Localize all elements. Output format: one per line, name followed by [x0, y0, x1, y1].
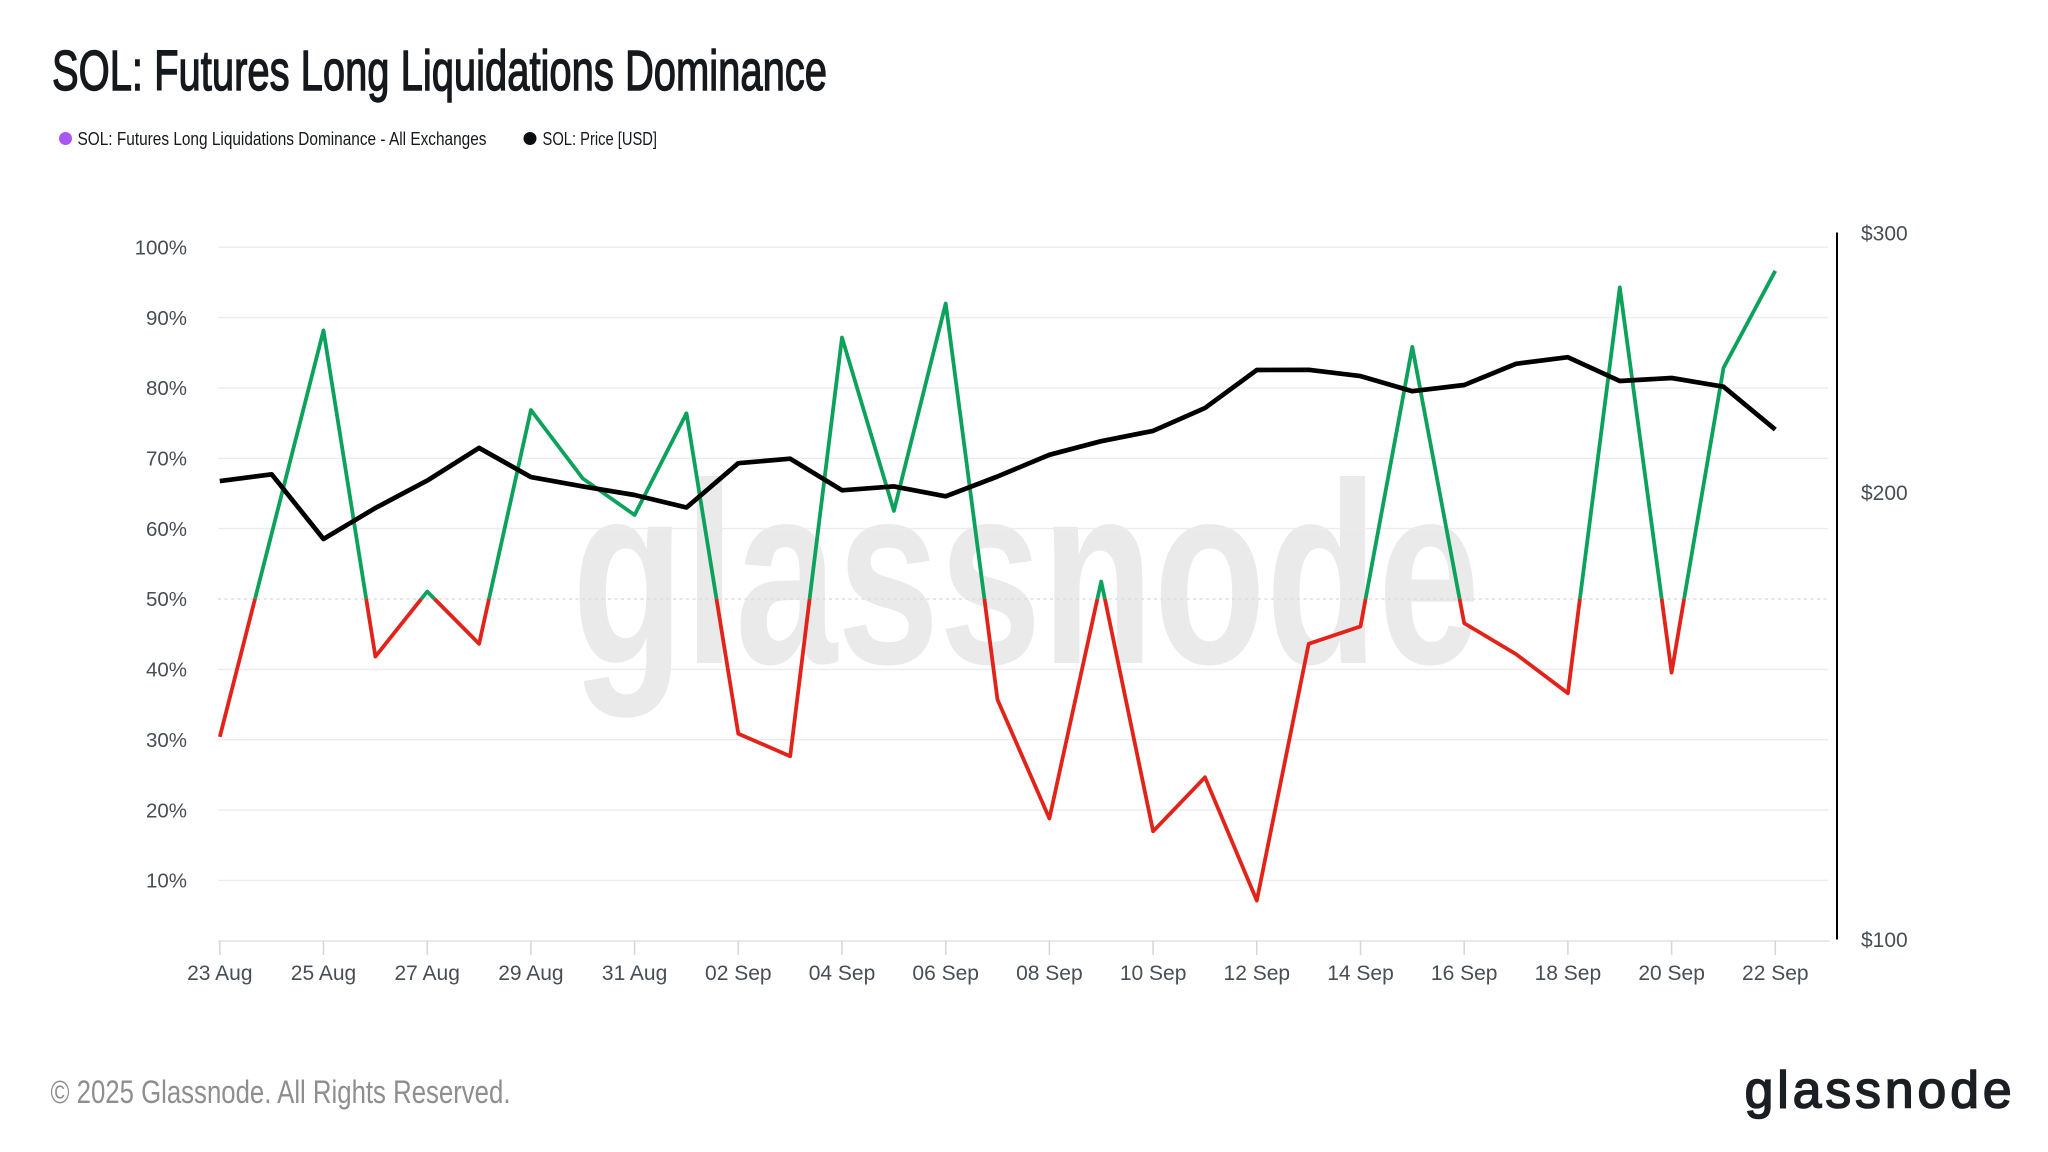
svg-text:02 Sep: 02 Sep — [705, 962, 772, 985]
svg-text:06 Sep: 06 Sep — [912, 962, 979, 985]
svg-text:60%: 60% — [146, 518, 187, 541]
svg-text:22 Sep: 22 Sep — [1742, 962, 1809, 985]
svg-text:50%: 50% — [146, 588, 187, 611]
svg-text:10 Sep: 10 Sep — [1120, 962, 1187, 985]
svg-text:16 Sep: 16 Sep — [1431, 962, 1498, 985]
svg-text:12 Sep: 12 Sep — [1224, 962, 1291, 985]
svg-text:$200: $200 — [1861, 482, 1908, 505]
svg-text:glassnode: glassnode — [572, 429, 1480, 719]
svg-text:25 Aug: 25 Aug — [291, 962, 356, 985]
svg-text:100%: 100% — [135, 236, 187, 259]
svg-text:$300: $300 — [1861, 223, 1908, 246]
svg-text:27 Aug: 27 Aug — [394, 962, 459, 985]
svg-text:90%: 90% — [146, 307, 187, 330]
svg-text:08 Sep: 08 Sep — [1016, 962, 1083, 985]
svg-text:SOL: Price [USD]: SOL: Price [USD] — [543, 129, 658, 149]
svg-text:© 2025 Glassnode. All Rights R: © 2025 Glassnode. All Rights Reserved. — [51, 1074, 511, 1110]
svg-text:40%: 40% — [146, 659, 187, 682]
svg-text:20%: 20% — [146, 799, 187, 822]
svg-text:$100: $100 — [1861, 929, 1908, 952]
svg-text:glassnode: glassnode — [1745, 1061, 2012, 1119]
svg-text:20 Sep: 20 Sep — [1638, 962, 1705, 985]
svg-text:29 Aug: 29 Aug — [498, 962, 563, 985]
svg-text:SOL: Futures Long Liquidations: SOL: Futures Long Liquidations Dominance — [52, 39, 827, 103]
svg-text:SOL: Futures Long Liquidations: SOL: Futures Long Liquidations Dominance… — [78, 129, 487, 149]
svg-text:23 Aug: 23 Aug — [187, 962, 252, 985]
svg-text:10%: 10% — [146, 870, 187, 893]
svg-text:18 Sep: 18 Sep — [1535, 962, 1602, 985]
svg-text:30%: 30% — [146, 729, 187, 752]
svg-text:80%: 80% — [146, 377, 187, 400]
svg-text:14 Sep: 14 Sep — [1327, 962, 1394, 985]
svg-text:70%: 70% — [146, 448, 187, 471]
svg-text:31 Aug: 31 Aug — [602, 962, 667, 985]
svg-text:04 Sep: 04 Sep — [809, 962, 876, 985]
